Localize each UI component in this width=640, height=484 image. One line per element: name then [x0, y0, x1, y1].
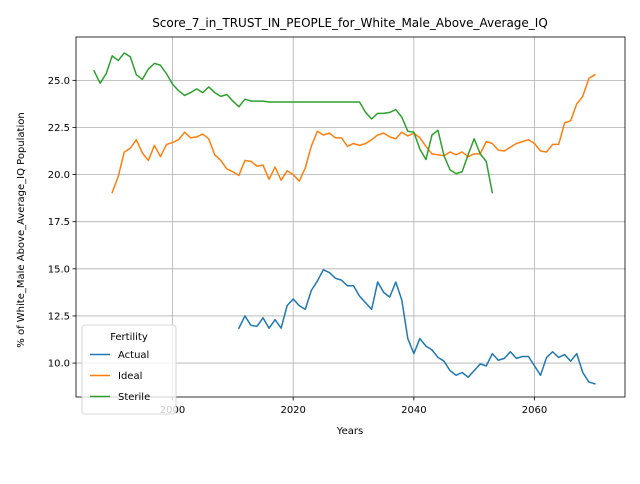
- y-tick-label: 10.0: [48, 359, 70, 370]
- legend-box: [81, 324, 177, 415]
- series-line-actual: [237, 269, 596, 385]
- y-tick-label: 20.0: [48, 170, 70, 181]
- y-tick-label: 25.0: [48, 76, 70, 87]
- legend-title: Fertility: [110, 332, 148, 343]
- y-axis-label: % of White_Male Above_Average_IQ Populat…: [16, 112, 27, 347]
- y-tick-label: 12.5: [48, 311, 70, 322]
- y-tick-label: 15.0: [48, 264, 70, 275]
- x-tick-label: 2020: [280, 405, 305, 416]
- chart-title: Score_7_in_TRUST_IN_PEOPLE_for_White_Mal…: [152, 16, 548, 30]
- series-line-ideal: [111, 73, 596, 194]
- legend-label-sterile: Sterile: [118, 392, 150, 403]
- legend: Fertility Actual Ideal Sterile: [81, 324, 177, 415]
- legend-label-actual: Actual: [118, 350, 149, 361]
- series-lines: [93, 52, 596, 385]
- x-tick-label: 2040: [401, 405, 426, 416]
- series-line-sterile: [93, 52, 494, 194]
- x-tick-label: 2060: [522, 405, 547, 416]
- plot-frame: [75, 36, 626, 398]
- legend-label-ideal: Ideal: [118, 371, 142, 382]
- y-tick-label: 22.5: [48, 123, 70, 134]
- y-axis: 10.0 12.5 15.0 17.5 20.0 22.5 25.0: [48, 76, 76, 370]
- y-tick-label: 17.5: [48, 217, 70, 228]
- x-axis-label: Years: [336, 426, 363, 437]
- x-axis: 2000202020402060: [160, 397, 547, 416]
